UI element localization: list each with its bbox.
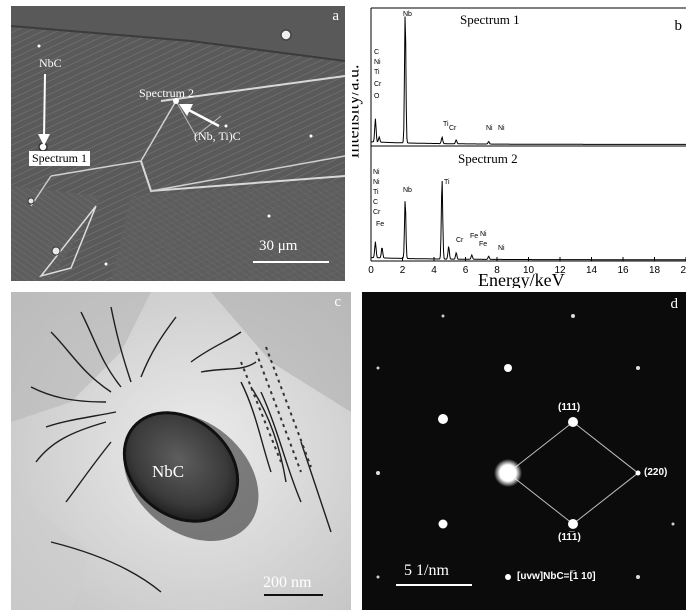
panel-label-c: c [334,294,341,310]
element-label: Cr [374,81,382,88]
panel-label-a: a [332,8,339,24]
scale-bar-label: 5 1/nm [404,562,449,579]
spot-220 [635,470,641,476]
x-tick-label: 8 [494,265,500,276]
spectrum1-line [370,16,686,146]
element-label: Nb [403,11,412,18]
x-tick-label: 18 [649,265,661,276]
scale-bar-label: 30 μm [259,238,298,254]
x-tick-label: 10 [523,265,535,276]
element-label: Ni [498,125,505,132]
tem-brightfield-panel: c NbC 200 nm [11,292,351,610]
x-tick-label: 0 [368,265,374,276]
spectrum1-title: Spectrum 1 [460,12,520,27]
eds-chart: 02468101214161820CNiTiCrONbTiCrNiNiNiNiT… [368,7,686,276]
element-label: Ni [373,169,380,176]
zone-axis-label: [uvw]NbC=[̅1 10] [517,571,596,582]
spectrum1-label: Spectrum 1 [29,151,90,166]
x-tick-label: 4 [431,265,437,276]
element-label: C [374,49,379,56]
element-label: Cr [456,237,464,244]
element-label: Fe [470,233,478,240]
element-label: Cr [449,125,457,132]
spot-11-1 [568,519,578,529]
element-label: Ni [498,245,505,252]
element-label: Ni [486,125,493,132]
x-tick-label: 20 [680,265,686,276]
element-label: Fe [479,241,487,248]
element-label: Ti [373,189,379,196]
sem-micrograph-panel: a NbC Spectrum 1 Spectrum 2 (Nb, Ti)C 30… [11,6,345,281]
element-label: Fe [376,221,384,228]
y-axis-title: Intensity/a.u. [352,64,363,159]
nbc-particle [122,411,240,523]
element-label: C [373,199,378,206]
element-label: Ni [480,231,487,238]
nbc-label: NbC [39,56,62,70]
element-label: Ni [374,59,381,66]
element-label: Ti [443,121,449,128]
element-label: Ti [444,179,450,186]
x-tick-label: 12 [554,265,566,276]
spot-220-label: (220) [644,467,668,478]
spot-111 [568,417,578,427]
spectrum2-label: Spectrum 2 [139,86,194,100]
element-label: O [374,93,380,100]
nbc-particle-label: NbC [152,462,185,481]
element-label: Ni [373,179,380,186]
spectrum2-title: Spectrum 2 [458,151,518,166]
nbc-arrow [43,73,46,139]
nbti-c-label: (Nb, Ti)C [194,129,241,143]
x-tick-label: 14 [586,265,598,276]
element-label: Nb [403,187,412,194]
panel-label-b: b [674,18,683,34]
scale-bar-label: 200 nm [263,574,312,591]
diffraction-spots [376,314,675,586]
x-axis-title: Energy/keV [478,270,565,288]
spot-11-1-label: (11̅1) [558,532,581,543]
element-label: Ti [374,69,380,76]
nbti-arrow [184,106,220,128]
eds-spectra-panel: 02468101214161820CNiTiCrONbTiCrNiNiNiNiT… [352,6,686,288]
tem-texture [11,292,351,610]
x-tick-label: 16 [617,265,629,276]
x-tick-label: 2 [400,265,406,276]
element-label: Cr [373,209,381,216]
saed-pattern-panel: d (111) (220) (11̅1) 5 1/nm [uvw]NbC=[̅1… [362,292,686,610]
panel-label-d: d [670,296,679,312]
x-tick-label: 6 [463,265,469,276]
spot-111-label: (111) [558,402,581,413]
spectrum2-line [370,180,686,261]
sem-texture [11,6,345,281]
